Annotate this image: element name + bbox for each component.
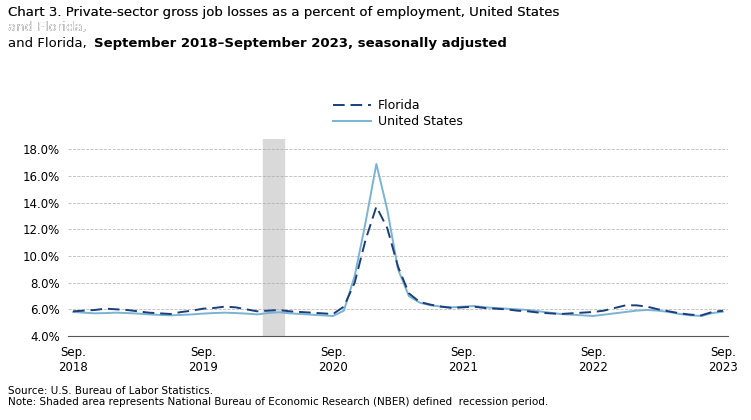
- Text: Chart 3. Private-sector gross job losses as a percent of employment, United Stat: Chart 3. Private-sector gross job losses…: [8, 6, 559, 34]
- Text: and Florida,: and Florida,: [8, 37, 91, 50]
- Text: Chart 3. Private-sector gross job losses as a percent of employment, United Stat: Chart 3. Private-sector gross job losses…: [8, 6, 559, 34]
- Bar: [263, 139, 285, 336]
- Text: Source: U.S. Bureau of Labor Statistics.
Note: Shaded area represents National B: Source: U.S. Bureau of Labor Statistics.…: [8, 386, 547, 407]
- Text: September 2018–September 2023, seasonally adjusted: September 2018–September 2023, seasonall…: [94, 37, 507, 50]
- Legend: Florida, United States: Florida, United States: [333, 99, 463, 129]
- Text: Chart 3. Private-sector gross job losses as a percent of employment, United Stat: Chart 3. Private-sector gross job losses…: [8, 6, 559, 19]
